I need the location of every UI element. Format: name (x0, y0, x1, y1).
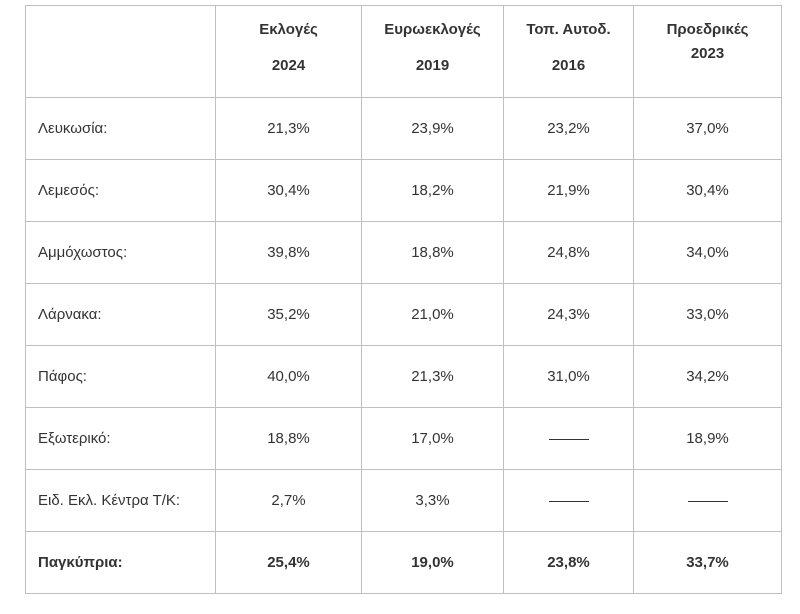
table-row: Εξωτερικό: 18,8% 17,0% 18,9% (25, 407, 782, 470)
table-row: Λευκωσία: 21,3% 23,9% 23,2% 37,0% (25, 97, 782, 160)
value-cell: 40,0% (215, 345, 362, 408)
value-cell: 24,3% (503, 283, 634, 346)
table-row: Λάρνακα: 35,2% 21,0% 24,3% 33,0% (25, 283, 782, 346)
header-row: Εκλογές 2024 Ευρωεκλογές 2019 Τοπ. Αυτοδ… (25, 5, 782, 98)
results-table-container: Εκλογές 2024 Ευρωεκλογές 2019 Τοπ. Αυτοδ… (25, 5, 782, 594)
value-cell: 21,3% (361, 345, 504, 408)
value-cell: 21,9% (503, 159, 634, 222)
value-cell: 25,4% (215, 531, 362, 594)
header-label: Εκλογές (259, 21, 318, 38)
value-cell: 21,3% (215, 97, 362, 160)
region-label: Παγκύπρια: (25, 531, 216, 594)
value-cell: 18,2% (361, 159, 504, 222)
region-label: Λεμεσός: (25, 159, 216, 222)
header-year: 2023 (690, 45, 725, 62)
header-year: 2019 (415, 57, 450, 74)
region-label: Πάφος: (25, 345, 216, 408)
table-row: Ειδ. Εκλ. Κέντρα Τ/Κ: 2,7% 3,3% (25, 469, 782, 532)
table-body: Λευκωσία: 21,3% 23,9% 23,2% 37,0% Λεμεσός: 30,… (25, 97, 782, 594)
value-cell: 18,8% (361, 221, 504, 284)
table-row: Πάφος: 40,0% 21,3% 31,0% 34,2% (25, 345, 782, 408)
value-cell: 33,7% (633, 531, 782, 594)
value-cell: 24,8% (503, 221, 634, 284)
empty-value-cell (503, 407, 634, 470)
header-year: 2016 (551, 57, 586, 74)
value-cell: 23,9% (361, 97, 504, 160)
header-label: Τοπ. Αυτοδ. (526, 21, 611, 38)
value-cell: 33,0% (633, 283, 782, 346)
table-row: Αμμόχωστος: 39,8% 18,8% 24,8% 34,0% (25, 221, 782, 284)
turnout-table: Εκλογές 2024 Ευρωεκλογές 2019 Τοπ. Αυτοδ… (25, 5, 782, 594)
value-cell: 21,0% (361, 283, 504, 346)
value-cell: 23,2% (503, 97, 634, 160)
value-cell: 39,8% (215, 221, 362, 284)
dash-line (548, 438, 589, 440)
header-elections-2024: Εκλογές 2024 (215, 5, 362, 98)
header-label: Ευρωεκλογές (384, 21, 481, 38)
value-cell: 17,0% (361, 407, 504, 470)
region-label: Αμμόχωστος: (25, 221, 216, 284)
dash-line (687, 500, 728, 502)
empty-value-cell (633, 469, 782, 532)
value-cell: 2,7% (215, 469, 362, 532)
header-euroelections-2019: Ευρωεκλογές 2019 (361, 5, 504, 98)
region-label: Ειδ. Εκλ. Κέντρα Τ/Κ: (25, 469, 216, 532)
header-local-2016: Τοπ. Αυτοδ. 2016 (503, 5, 634, 98)
value-cell: 30,4% (215, 159, 362, 222)
value-cell: 3,3% (361, 469, 504, 532)
header-label: Προεδρικές (666, 21, 749, 38)
table-row: Λεμεσός: 30,4% 18,2% 21,9% 30,4% (25, 159, 782, 222)
value-cell: 30,4% (633, 159, 782, 222)
total-row: Παγκύπρια: 25,4% 19,0% 23,8% 33,7% (25, 531, 782, 594)
value-cell: 19,0% (361, 531, 504, 594)
header-year: 2024 (271, 57, 306, 74)
empty-value-cell (503, 469, 634, 532)
value-cell: 18,9% (633, 407, 782, 470)
value-cell: 34,0% (633, 221, 782, 284)
region-label: Εξωτερικό: (25, 407, 216, 470)
value-cell: 37,0% (633, 97, 782, 160)
value-cell: 23,8% (503, 531, 634, 594)
region-label: Λευκωσία: (25, 97, 216, 160)
value-cell: 31,0% (503, 345, 634, 408)
dash-line (548, 500, 589, 502)
header-presidential-2023: Προεδρικές 2023 (633, 5, 782, 98)
header-empty-cell (25, 5, 216, 98)
region-label: Λάρνακα: (25, 283, 216, 346)
value-cell: 34,2% (633, 345, 782, 408)
value-cell: 35,2% (215, 283, 362, 346)
value-cell: 18,8% (215, 407, 362, 470)
